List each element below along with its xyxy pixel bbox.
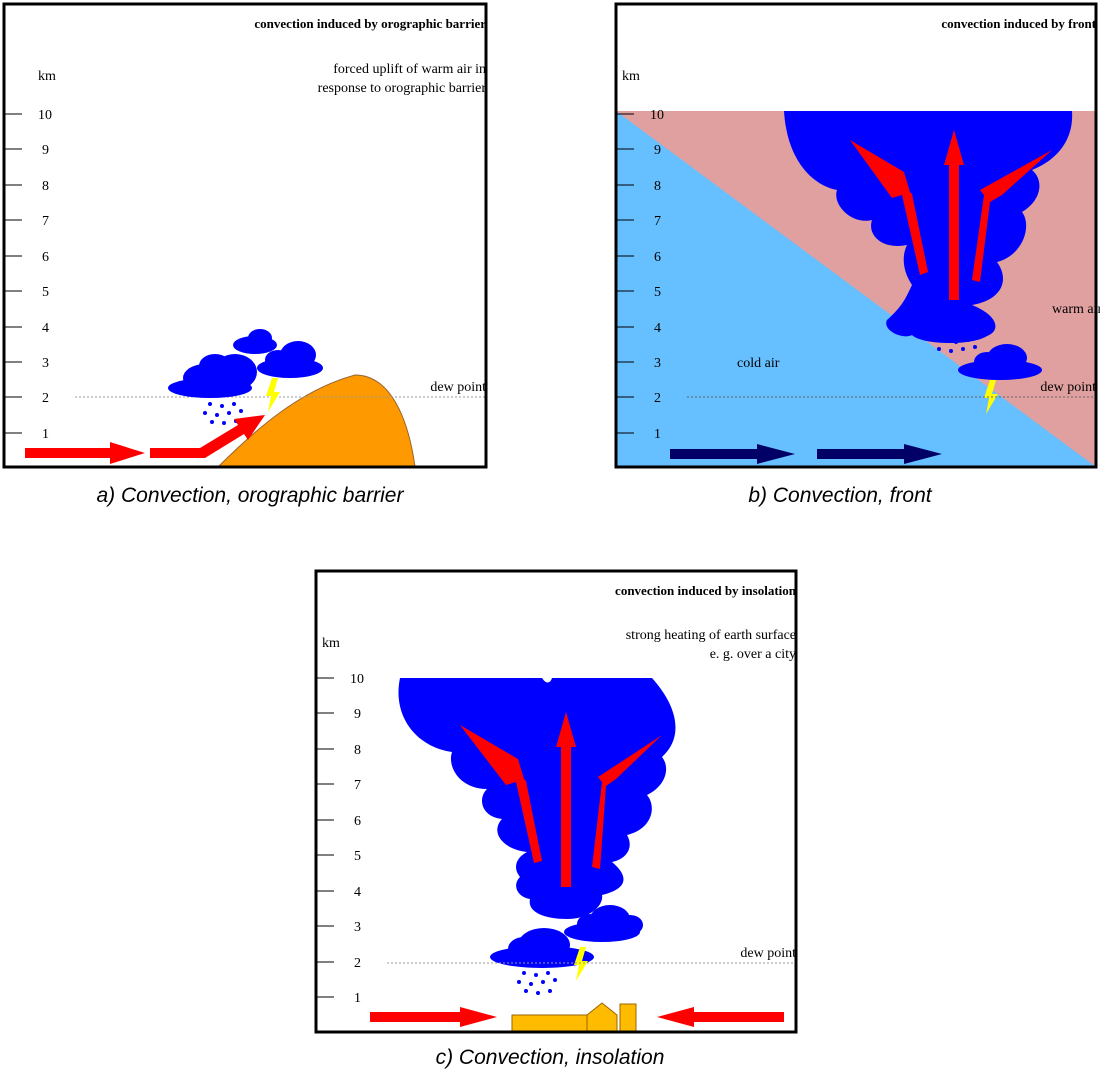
altitude-axis [617,113,634,434]
tick-label: 7 [654,214,661,229]
cold-air-arrow [670,444,942,464]
panel-front: km 10 9 8 7 6 5 4 3 2 1 convection induc… [612,0,1100,470]
cumulonimbus-cloud [398,678,676,968]
warm-air-label: warm air [1052,302,1100,317]
tick-label: 8 [42,179,49,194]
dew-point-label: dew point [1040,380,1096,395]
panel-title: convection induced by insolation [615,583,797,598]
tick-label: 7 [42,214,49,229]
tick-label: 3 [42,356,49,371]
cloud-icon [168,329,323,398]
tick-label: 4 [654,321,661,336]
tick-label: 5 [654,285,661,300]
rain-drops-icon [517,971,557,995]
tick-label: 6 [42,250,49,265]
tick-label: 10 [38,108,52,123]
orographic-barrier [216,374,416,468]
tick-label: 2 [654,391,661,406]
note-line: forced uplift of warm air in [333,62,486,77]
tick-label: 1 [354,991,361,1006]
panel-title: convection induced by front [941,16,1096,31]
caption-b: b) Convection, front [748,484,932,507]
tick-label: 8 [354,743,361,758]
tick-label: 10 [650,108,664,123]
tick-label: 9 [354,707,361,722]
tick-label: 4 [42,321,49,336]
tick-label: 4 [354,885,361,900]
altitude-axis [5,113,22,434]
caption-c: c) Convection, insolation [435,1046,665,1069]
lightning-icon [574,947,588,981]
lightning-icon [266,378,280,412]
tick-label: 3 [654,356,661,371]
cold-air-label: cold air [737,356,780,371]
tick-label: 5 [354,849,361,864]
tick-label: 6 [654,250,661,265]
note-line: response to orographic barrier [318,81,487,96]
tick-label: 1 [654,427,661,442]
panel-title: convection induced by orographic barrier [254,16,486,31]
rain-drops-icon [937,338,977,353]
tick-label: 8 [654,179,661,194]
note-line: e. g. over a city [710,647,796,662]
surface-inflow-arrow [370,1007,784,1027]
dew-point-label: dew point [430,380,486,395]
axis-unit: km [622,69,640,84]
note-line: strong heating of earth surface [626,628,796,643]
tick-label: 10 [350,672,364,687]
panel-insolation: km 10 9 8 7 6 5 4 3 2 1 convection induc… [312,567,800,1035]
cumulonimbus-cloud [784,111,1073,380]
tick-label: 7 [354,778,361,793]
tick-label: 5 [42,285,49,300]
warm-air-arrow [25,415,265,464]
caption-a: a) Convection, orographic barrier [96,484,404,507]
city-buildings [511,1002,637,1033]
axis-unit: km [322,636,340,651]
tick-label: 9 [654,143,661,158]
dew-point-label: dew point [740,946,796,961]
tick-label: 2 [42,391,49,406]
tick-label: 9 [42,143,49,158]
updraft-arrow [460,712,662,887]
altitude-axis [317,677,334,998]
axis-unit: km [38,69,56,84]
tick-label: 2 [354,956,361,971]
updraft-arrow [850,130,1052,300]
panel-orographic: km 10 9 8 7 6 5 4 3 2 1 convection induc… [0,0,490,470]
tick-label: 1 [42,427,49,442]
tick-label: 3 [354,920,361,935]
tick-label: 6 [354,814,361,829]
